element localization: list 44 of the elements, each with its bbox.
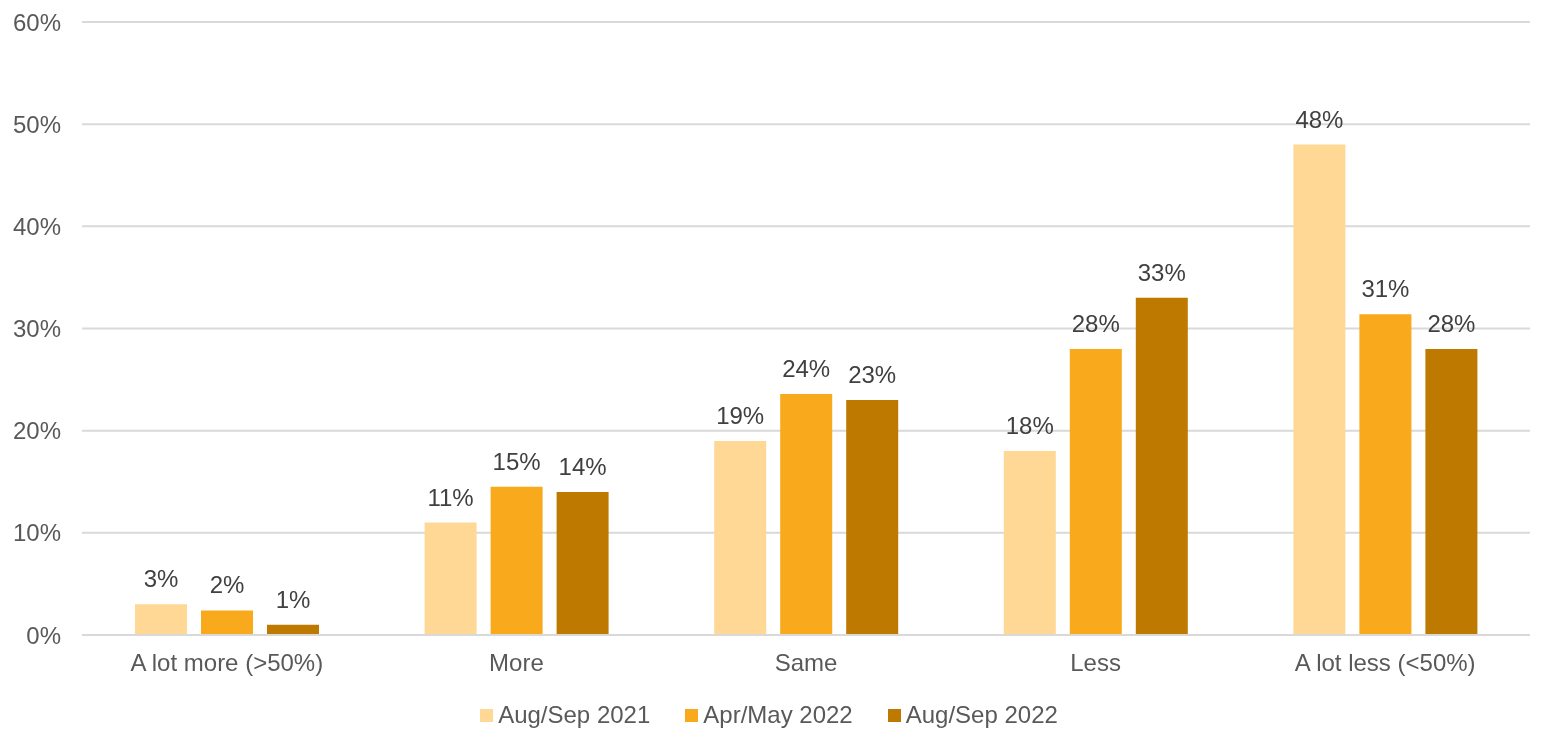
data-label: 48% xyxy=(1295,105,1344,133)
bar xyxy=(1425,348,1478,635)
data-label: 11% xyxy=(427,483,474,511)
bar xyxy=(1069,348,1122,635)
bar xyxy=(1135,297,1188,635)
x-tick-label: A lot more (>50%) xyxy=(130,649,324,677)
data-label: 18% xyxy=(1005,412,1054,440)
bar xyxy=(1003,451,1056,635)
data-label: 33% xyxy=(1137,258,1186,286)
legend-label: Aug/Sep 2022 xyxy=(905,701,1058,729)
data-label: 1% xyxy=(275,585,311,613)
data-label: 15% xyxy=(492,447,541,475)
bar xyxy=(424,522,477,635)
y-tick-label: 40% xyxy=(12,212,61,240)
y-tick-label: 20% xyxy=(12,417,61,445)
x-tick-label: Same xyxy=(774,649,838,677)
data-label: 28% xyxy=(1427,309,1476,337)
bar xyxy=(846,400,899,635)
x-tick-label: More xyxy=(489,649,544,677)
bar xyxy=(1359,314,1412,635)
bar xyxy=(490,486,543,635)
bar xyxy=(780,393,833,635)
data-label: 3% xyxy=(143,565,179,593)
data-label: 31% xyxy=(1361,275,1410,303)
y-tick-label: 10% xyxy=(12,519,61,547)
y-tick-label: 50% xyxy=(12,110,61,138)
data-label: 2% xyxy=(209,571,245,599)
bar xyxy=(556,491,609,635)
x-tick-label: A lot less (<50%) xyxy=(1294,649,1476,677)
data-label: 24% xyxy=(782,354,831,382)
x-tick-label: Less xyxy=(1070,649,1121,677)
data-label: 28% xyxy=(1071,309,1120,337)
legend-label: Aug/Sep 2021 xyxy=(498,701,651,729)
bar xyxy=(135,604,187,635)
y-tick-label: 30% xyxy=(12,315,61,343)
data-label: 23% xyxy=(848,361,897,389)
legend-label: Apr/May 2022 xyxy=(703,701,853,729)
data-label: 19% xyxy=(716,401,765,429)
data-label: 14% xyxy=(558,452,607,480)
y-tick-label: 0% xyxy=(26,621,61,649)
y-tick-label: 60% xyxy=(12,8,61,36)
bar xyxy=(201,610,253,635)
bar xyxy=(714,440,767,635)
bar xyxy=(1293,144,1346,635)
